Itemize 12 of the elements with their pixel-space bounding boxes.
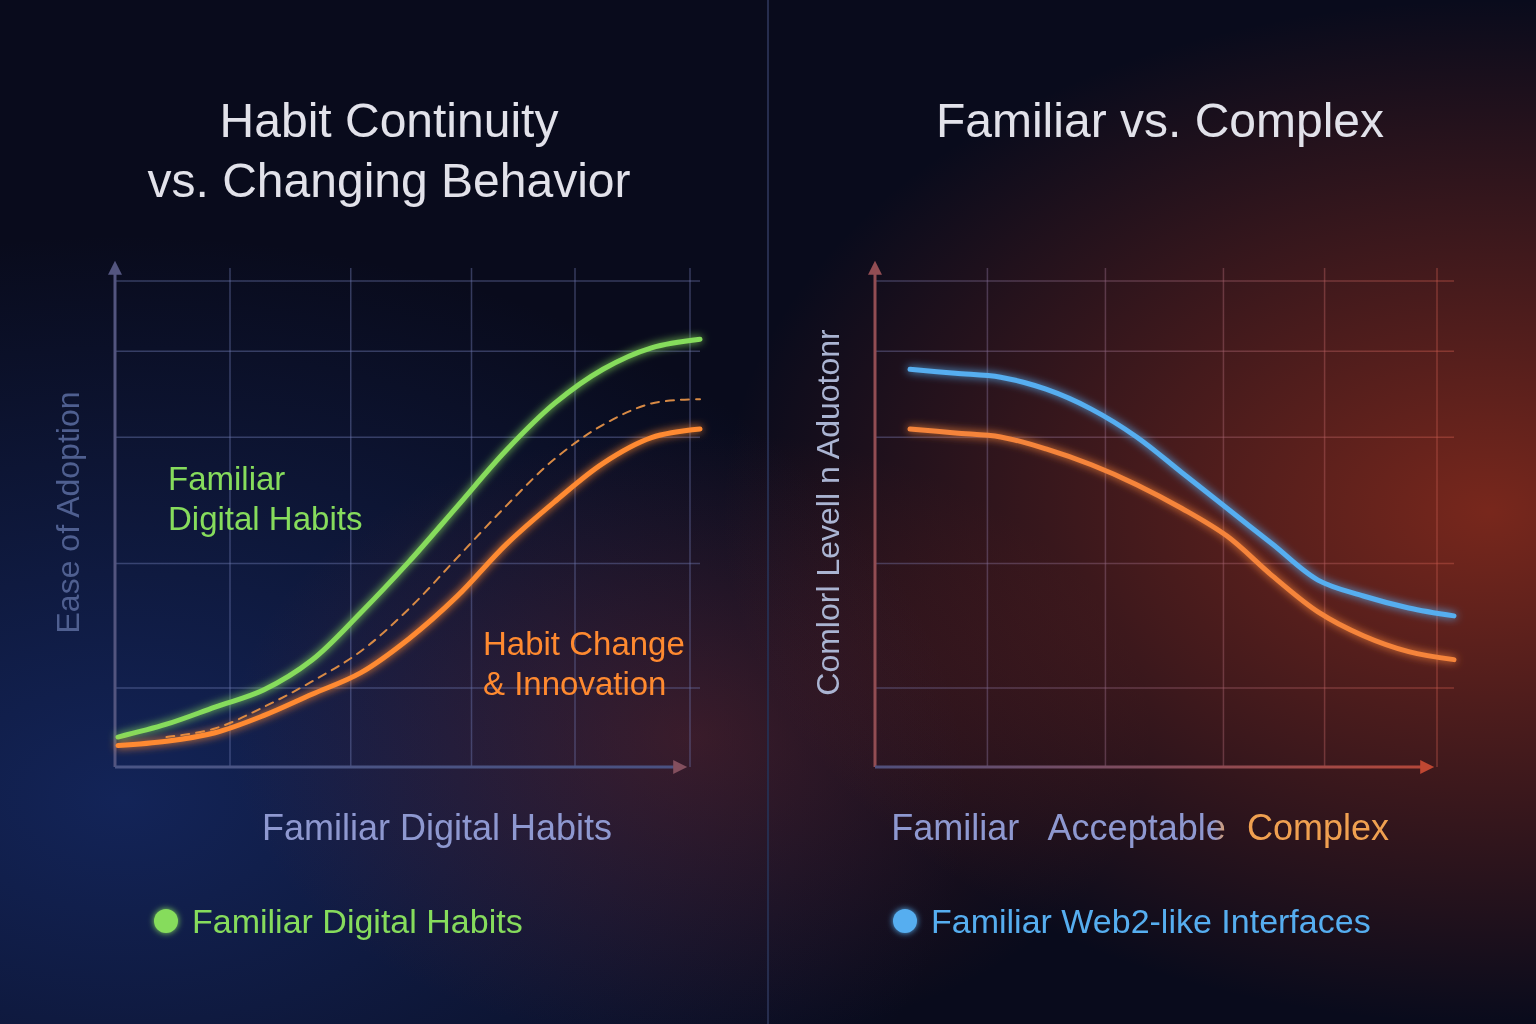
annotation: Habit Change & Innovation bbox=[483, 625, 685, 702]
y-axis-title: Ease of Adoption bbox=[50, 391, 86, 634]
x-tick-label: Complex bbox=[1246, 807, 1390, 848]
legend-label: Familiar Digital Habits bbox=[192, 902, 523, 940]
x-tick-label: Acceptable bbox=[1047, 807, 1226, 848]
chart-title: Familiar vs. Complex bbox=[935, 94, 1385, 147]
chart-title: Habit Continuity vs. Changing Behavior bbox=[147, 94, 631, 207]
legend-label: Familiar Web2-like Interfaces bbox=[931, 902, 1371, 940]
annotation: Familiar Digital Habits bbox=[168, 460, 363, 537]
y-axis-title: Comlorl Levell n Aduotonr bbox=[810, 328, 846, 696]
x-axis-title: Familiar Digital Habits bbox=[261, 807, 613, 848]
x-tick-label: Familiar bbox=[891, 807, 1020, 848]
